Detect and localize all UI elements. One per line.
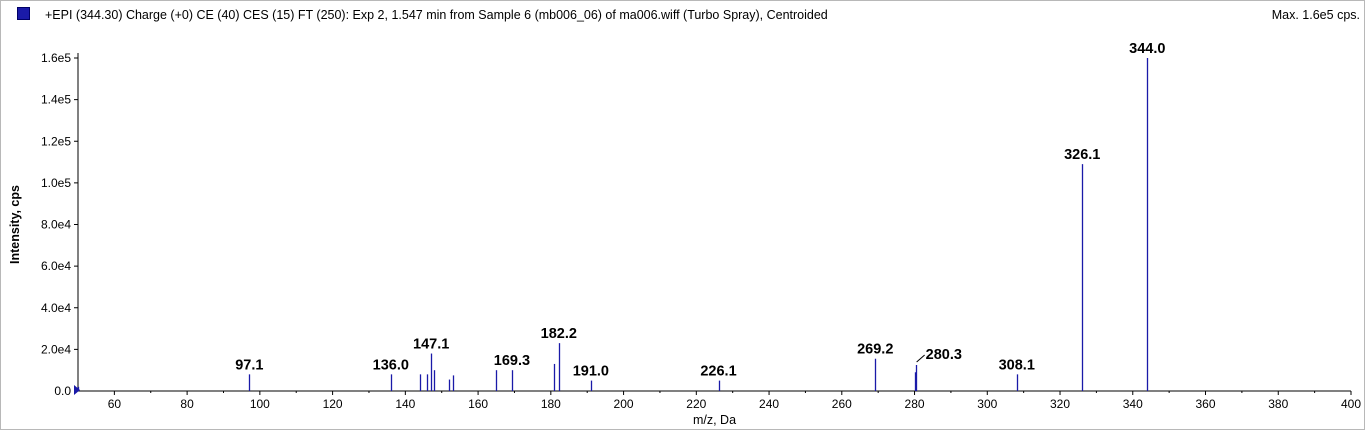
x-tick-label: 260 bbox=[832, 397, 852, 411]
plot-axes bbox=[77, 53, 1351, 392]
peak-label: 269.2 bbox=[857, 342, 893, 358]
peak-label: 191.0 bbox=[573, 364, 609, 380]
y-tick-label: 1.0e5 bbox=[41, 176, 71, 190]
peak-label: 226.1 bbox=[700, 364, 736, 380]
x-axis-title: m/z, Da bbox=[693, 413, 736, 427]
y-axis-ticks: 0.0 2.0e4 4.0e4 6.0e4 8.0e4 1.0e5 1.2e5 1.4e5 1.… bbox=[41, 51, 78, 398]
spectrum-header: +EPI (344.30) Charge (+0) CE (40) CES (1… bbox=[1, 1, 1364, 27]
x-tick-label: 220 bbox=[686, 397, 706, 411]
peak-label-leader bbox=[916, 354, 925, 363]
x-tick-label: 200 bbox=[614, 397, 634, 411]
y-tick-label: 4.0e4 bbox=[41, 301, 71, 315]
max-intensity-label: Max. 1.6e5 cps. bbox=[1271, 8, 1360, 22]
peak-label: 169.3 bbox=[494, 353, 530, 369]
x-tick-label: 380 bbox=[1268, 397, 1288, 411]
x-tick-label: 140 bbox=[395, 397, 415, 411]
x-tick-label: 240 bbox=[759, 397, 779, 411]
cursor-marker-icon[interactable] bbox=[74, 385, 80, 395]
peak-label: 147.1 bbox=[413, 337, 449, 353]
x-tick-label: 100 bbox=[250, 397, 270, 411]
spectrum-title: +EPI (344.30) Charge (+0) CE (40) CES (1… bbox=[45, 8, 828, 22]
x-tick-label: 400 bbox=[1341, 397, 1361, 411]
y-axis-title: Intensity, cps bbox=[8, 185, 22, 264]
peak-label: 97.1 bbox=[235, 357, 263, 373]
y-tick-label: 1.2e5 bbox=[41, 134, 71, 148]
y-tick-label: 6.0e4 bbox=[41, 259, 71, 273]
x-tick-label: 360 bbox=[1195, 397, 1215, 411]
peak-label: 136.0 bbox=[373, 357, 409, 373]
x-tick-label: 80 bbox=[180, 397, 194, 411]
peak-label: 308.1 bbox=[999, 357, 1035, 373]
x-tick-label: 120 bbox=[323, 397, 343, 411]
peak-label: 280.3 bbox=[926, 347, 962, 363]
x-axis-ticks: 60 80 100 120 140 160 180 200 220 240 260 280 300 320… bbox=[108, 391, 1361, 411]
x-tick-label: 280 bbox=[905, 397, 925, 411]
spectrum-peaks bbox=[77, 58, 1149, 391]
y-tick-label: 1.6e5 bbox=[41, 51, 71, 65]
y-tick-label: 2.0e4 bbox=[41, 342, 71, 356]
x-tick-label: 340 bbox=[1123, 397, 1143, 411]
peak-label: 182.2 bbox=[541, 326, 577, 342]
x-tick-label: 160 bbox=[468, 397, 488, 411]
x-tick-label: 320 bbox=[1050, 397, 1070, 411]
x-tick-label: 180 bbox=[541, 397, 561, 411]
y-tick-label: 0.0 bbox=[54, 384, 71, 398]
series-legend-swatch[interactable] bbox=[17, 7, 30, 20]
x-tick-label: 300 bbox=[977, 397, 997, 411]
y-tick-label: 8.0e4 bbox=[41, 218, 71, 232]
y-tick-label: 1.4e5 bbox=[41, 93, 71, 107]
peak-label: 344.0 bbox=[1129, 41, 1165, 57]
x-tick-label: 60 bbox=[108, 397, 122, 411]
peak-label: 326.1 bbox=[1064, 147, 1100, 163]
